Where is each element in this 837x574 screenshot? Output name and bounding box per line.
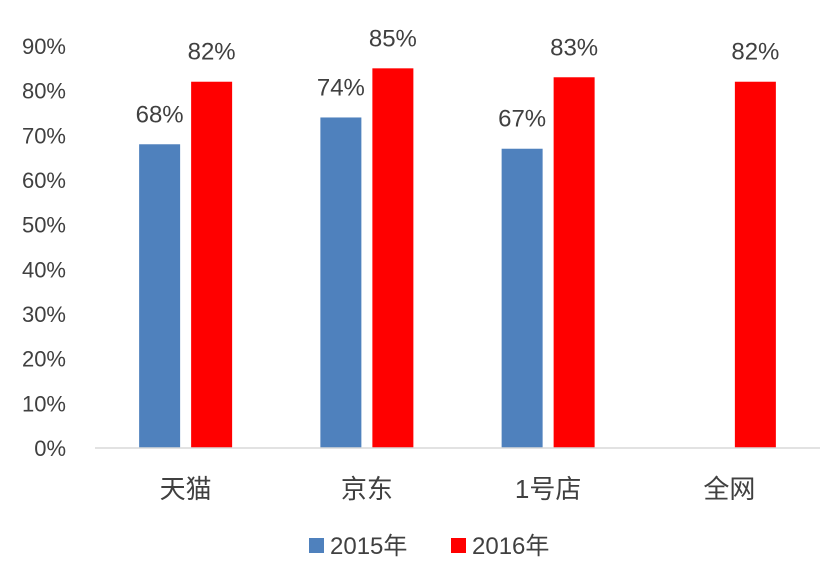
data-label: 82% bbox=[188, 39, 236, 66]
y-tick-label: 90% bbox=[22, 34, 66, 59]
y-tick-label: 20% bbox=[22, 347, 66, 372]
data-label: 85% bbox=[369, 25, 417, 52]
x-tick-label: 天猫 bbox=[160, 474, 212, 504]
bar-1-3 bbox=[501, 148, 543, 448]
bar-2-4 bbox=[734, 81, 776, 448]
data-label: 82% bbox=[731, 39, 779, 66]
data-label: 67% bbox=[498, 106, 546, 133]
bar-2-1 bbox=[191, 81, 233, 448]
y-tick-label: 60% bbox=[22, 168, 66, 193]
legend-label: 2016年 bbox=[472, 533, 549, 560]
bar-2-3 bbox=[553, 77, 595, 449]
legend-swatch bbox=[309, 538, 324, 553]
y-axis-ticks: 0% 10% 20% 30% 40% 50% 60% 70% 80% 90% bbox=[22, 34, 66, 461]
bar-1-1 bbox=[139, 144, 181, 448]
data-labels: 68% 82% 74%85% 67% 83% 82% bbox=[136, 25, 780, 132]
y-tick-label: 30% bbox=[22, 302, 66, 327]
x-axis-ticks: 天猫 京东 1号店 全网 bbox=[160, 474, 756, 504]
x-tick-label: 京东 bbox=[341, 474, 393, 504]
y-tick-label: 50% bbox=[22, 213, 66, 238]
data-label: 83% bbox=[550, 34, 598, 61]
y-tick-label: 70% bbox=[22, 123, 66, 148]
legend-swatch bbox=[451, 538, 466, 553]
y-tick-label: 0% bbox=[34, 436, 66, 461]
bar-2-2 bbox=[372, 68, 414, 448]
y-tick-label: 10% bbox=[22, 391, 66, 416]
legend-label: 2015年 bbox=[330, 533, 407, 560]
data-label: 74% bbox=[317, 74, 365, 101]
y-tick-label: 80% bbox=[22, 79, 66, 104]
legend: 2015年 2016年 bbox=[309, 533, 549, 560]
data-label: 68% bbox=[136, 101, 184, 128]
bar-1-2 bbox=[320, 117, 362, 448]
x-tick-label: 全网 bbox=[703, 474, 755, 504]
bars bbox=[139, 68, 776, 449]
y-tick-label: 40% bbox=[22, 257, 66, 282]
x-tick-label: 1号店 bbox=[515, 474, 581, 504]
